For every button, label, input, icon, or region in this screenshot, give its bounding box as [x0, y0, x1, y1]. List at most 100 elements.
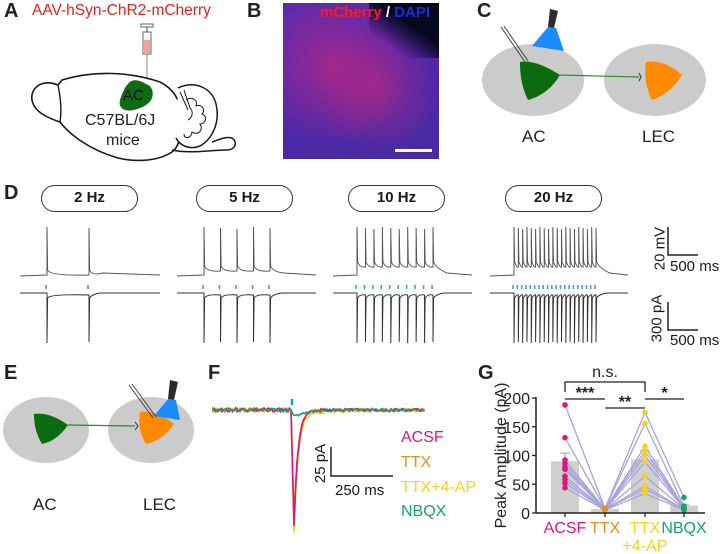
current-trace	[20, 292, 160, 344]
x-category-label: +4-AP	[623, 538, 668, 554]
x-category-label: TTX	[590, 520, 621, 537]
significance-stars: ***	[576, 385, 595, 402]
y-tick-label: 100	[503, 449, 530, 466]
e-presynaptic-neuron	[34, 413, 68, 444]
scale-time-label-i: 500 ms	[670, 332, 720, 349]
legend-acsf: ACSF	[401, 429, 444, 446]
data-point	[642, 473, 648, 480]
current-trace	[177, 292, 316, 344]
data-point	[642, 452, 648, 459]
dark-corner	[369, 3, 439, 58]
freq-pill-2hz: 2 Hz	[41, 185, 138, 212]
data-point	[642, 459, 648, 465]
data-point	[642, 490, 648, 497]
virus-label: AAV-hSyn-ChR2-mCherry	[32, 2, 211, 19]
panel-d-letter: D	[4, 182, 19, 204]
synapse-terminal	[638, 72, 642, 82]
c-ac-label: AC	[522, 127, 546, 146]
stain-separator: /	[385, 4, 391, 21]
scale-bar-current	[667, 302, 698, 331]
data-point	[642, 486, 648, 492]
data-point	[562, 434, 568, 441]
confocal-image	[283, 3, 439, 159]
data-point	[602, 507, 608, 513]
paired-line	[564, 460, 685, 511]
paired-line	[564, 421, 685, 510]
x-category-label: NBQX	[661, 520, 707, 537]
current-trace	[490, 292, 628, 344]
freq-pill-5hz: 5 Hz	[196, 185, 293, 212]
panel-g-letter: G	[478, 362, 494, 384]
data-point	[642, 409, 648, 416]
x-category-label: ACSF	[544, 520, 587, 537]
circuit-diagram-e	[3, 380, 194, 463]
e-postsynaptic-neuron	[139, 411, 174, 444]
brain-diagram	[31, 23, 237, 162]
panel-b-letter: B	[247, 0, 262, 22]
brainstem-outline	[171, 136, 237, 153]
scale-time-label-v: 500 ms	[670, 258, 720, 275]
stain-mcherry: mCherry	[320, 4, 382, 21]
paired-line	[564, 449, 685, 511]
y-axis-label: Peak Amplitude (pA)	[493, 383, 510, 529]
voltage-trace	[19, 226, 161, 277]
paired-line	[564, 454, 685, 511]
freq-pill-20hz: 20 Hz	[505, 185, 602, 212]
data-point	[642, 448, 648, 454]
data-point	[562, 484, 568, 491]
e-ac-label: AC	[33, 495, 57, 514]
voltage-trace	[176, 226, 317, 277]
legend-ttx: TTX	[401, 454, 432, 471]
recording-electrode-icon	[500, 25, 529, 63]
legend-ttx-4ap: TTX+4-AP	[401, 479, 477, 496]
circuit-diagram-c	[482, 9, 706, 116]
x-category-label: TTX	[630, 520, 661, 537]
paired-line	[564, 479, 685, 511]
y-tick-label: 0	[521, 506, 530, 523]
axon	[558, 74, 640, 78]
e-axon	[67, 424, 136, 427]
significance-stars: *	[661, 385, 668, 402]
epsc-trace-nbqx	[212, 405, 426, 417]
paired-line	[564, 482, 685, 511]
scale-bar-f	[330, 447, 393, 477]
data-point	[562, 480, 568, 486]
e-synapse-terminal	[134, 421, 139, 431]
current-trace	[333, 292, 472, 344]
data-point	[642, 420, 648, 427]
panel-f-letter: F	[208, 362, 221, 384]
c-lec-label: LEC	[642, 127, 676, 146]
paired-line	[564, 475, 685, 511]
significance-label: n.s.	[592, 364, 618, 381]
data-point	[562, 402, 568, 408]
data-point	[681, 494, 687, 501]
scale-bar	[395, 149, 432, 152]
freq-pill-10hz: 10 Hz	[348, 185, 445, 212]
e-recording-electrode-icon	[128, 383, 157, 419]
voltage-trace	[332, 226, 473, 277]
cerebellum-outline	[175, 84, 218, 149]
significance-bracket	[564, 381, 646, 392]
y-tick-label: 200	[503, 391, 530, 408]
data-point	[562, 466, 568, 473]
f-scale-time-label: 250 ms	[335, 482, 385, 499]
e-lec-label: LEC	[143, 495, 177, 514]
panel-c-letter: C	[477, 0, 492, 22]
stain-legend: mCherry / DAPI	[320, 4, 430, 21]
paired-line	[564, 404, 685, 511]
voltage-trace	[489, 226, 629, 277]
panel-a-letter: A	[4, 0, 19, 22]
significance-stars: **	[619, 394, 632, 411]
y-tick-label: 150	[503, 420, 530, 437]
ac-region	[119, 80, 153, 111]
ac-label: AC	[123, 87, 144, 104]
data-point	[642, 443, 648, 450]
light-source-icon	[532, 9, 564, 51]
presynaptic-neuron	[520, 61, 560, 100]
paired-line	[564, 487, 685, 511]
y-tick-label: 50	[512, 477, 530, 494]
e-light-source-icon	[154, 380, 180, 420]
